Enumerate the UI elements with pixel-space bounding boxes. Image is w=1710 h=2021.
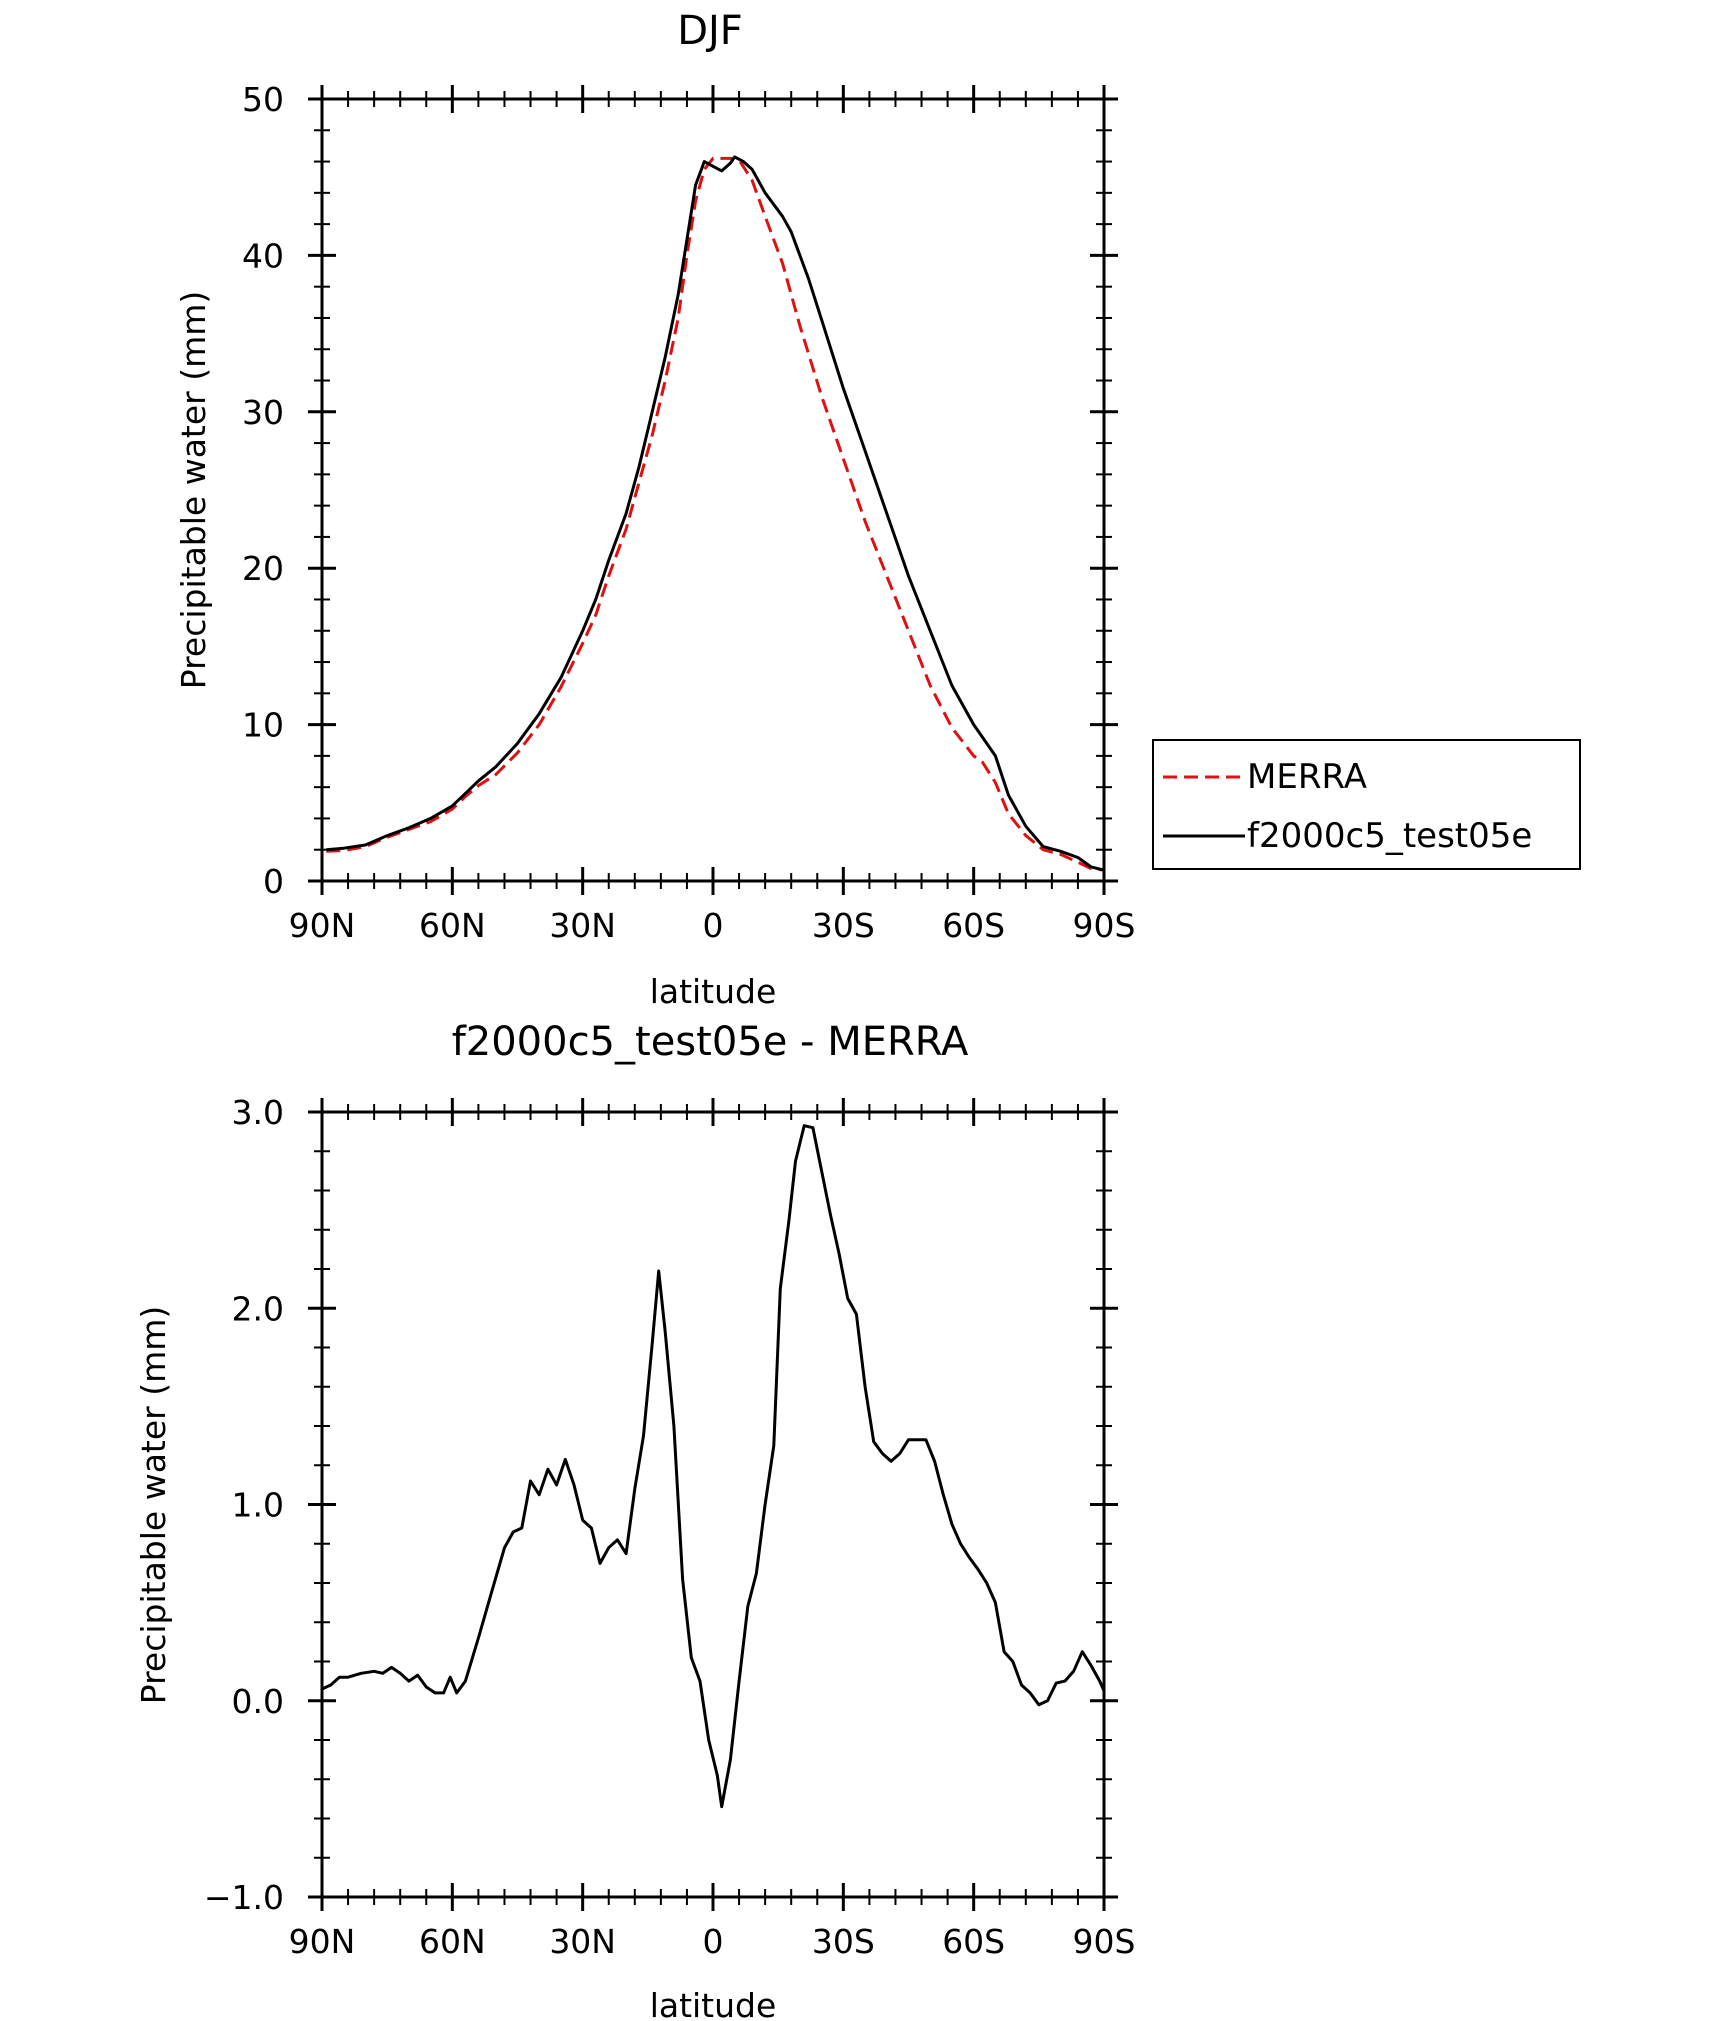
legend: MERRA f2000c5_test05e	[1152, 739, 1581, 870]
x-tick-label: 60N	[419, 1922, 486, 1961]
y-tick-label: 40	[242, 236, 284, 275]
x-tick-label: 90N	[289, 1922, 356, 1961]
panel-bottom: f2000c5_test05e - MERRA 90N 60N 30N 0 30S 60S…	[134, 1019, 1135, 2021]
x-tick-label: 0	[703, 1922, 724, 1961]
y-tick-label: 1.0	[232, 1486, 284, 1525]
x-tick-label: 30N	[549, 1922, 616, 1961]
series-line-f2000c5-test05e-merra	[321, 1124, 1106, 1809]
y-tick-label: 0.0	[232, 1682, 284, 1721]
chart-title-bottom: f2000c5_test05e - MERRA	[452, 1019, 969, 1065]
x-tick-label: 30N	[549, 906, 616, 945]
x-tick-label: 60N	[419, 906, 486, 945]
y-tick-label: 30	[242, 393, 284, 432]
plot-frame-bottom	[320, 1110, 1106, 1899]
x-axis-title-bottom: latitude	[650, 1986, 777, 2021]
y-axis-title-top: Precipitable water (mm)	[174, 291, 213, 690]
y-axis-title-bottom: Precipitable water (mm)	[134, 1306, 173, 1705]
y-tick-label: 3.0	[232, 1093, 284, 1132]
x-tick-label: 30S	[812, 906, 875, 945]
x-tick-label: 60S	[942, 906, 1005, 945]
x-ticks-bottom: 90N 60N 30N 0 30S 60S 90S	[289, 1098, 1136, 1961]
y-ticks-bottom: −1.0 0.0 1.0 2.0 3.0	[204, 1093, 1118, 1917]
x-tick-label: 90N	[289, 906, 356, 945]
x-tick-label: 90S	[1073, 906, 1136, 945]
y-tick-label: 50	[242, 80, 284, 119]
x-tick-label: 0	[703, 906, 724, 945]
panel-top: DJF 90N 60N 30N 0 30S 60S 90S 0 10 20 30 40 50 lati…	[174, 8, 1581, 1011]
series-line-f2000c5-test05e	[326, 155, 1105, 872]
x-tick-label: 90S	[1073, 1922, 1136, 1961]
series-top	[326, 155, 1105, 872]
y-tick-label: 2.0	[232, 1289, 284, 1328]
series-line-merra	[326, 156, 1105, 872]
x-tick-label: 30S	[812, 1922, 875, 1961]
y-tick-label: 10	[242, 706, 284, 745]
x-axis-title-top: latitude	[650, 972, 777, 1011]
y-tick-label: 20	[242, 549, 284, 588]
plot-frame-top	[320, 97, 1106, 883]
legend-box	[1152, 739, 1581, 870]
legend-label-merra: MERRA	[1247, 757, 1367, 797]
y-tick-label: 0	[263, 862, 284, 901]
y-tick-label: −1.0	[204, 1878, 284, 1917]
x-ticks-top: 90N 60N 30N 0 30S 60S 90S	[289, 85, 1136, 945]
chart-title-top: DJF	[677, 8, 743, 54]
y-ticks-top: 0 10 20 30 40 50	[242, 80, 1118, 901]
series-bottom	[321, 1124, 1106, 1809]
legend-label-model: f2000c5_test05e	[1247, 816, 1532, 856]
x-tick-label: 60S	[942, 1922, 1005, 1961]
